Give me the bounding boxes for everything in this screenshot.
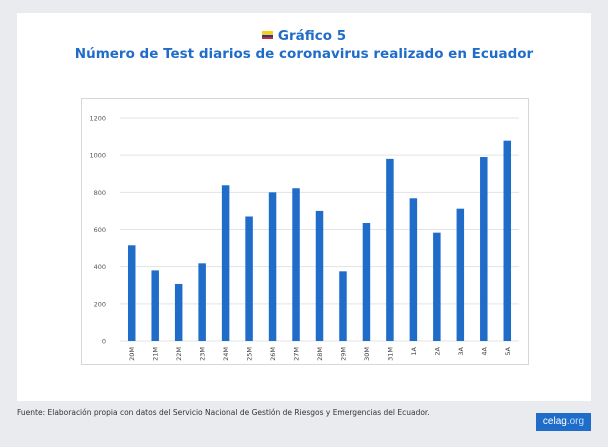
y-tick-label: 400 (94, 263, 106, 271)
x-tick-label: 22M (175, 347, 183, 361)
chart-number-title: Gráfico 5 (277, 28, 347, 44)
x-tick-label: 24M (222, 347, 230, 361)
x-tick-label: 2A (433, 346, 441, 355)
bar-1A (409, 198, 418, 341)
x-tick-label: 1A (410, 346, 418, 355)
y-tick-label: 800 (94, 189, 106, 197)
chart-subtitle: Número de Test diarios de coronavirus re… (74, 46, 534, 62)
chart-title-line: Gráfico 5 (17, 27, 591, 45)
bar-28M (315, 210, 324, 341)
bar-chart: 0 200 400 600 800 1000 1200 20M 21M 22M 23M 24M 25M 2… (89, 115, 519, 361)
bar-30M (362, 222, 371, 341)
y-tick-label: 1000 (89, 152, 106, 160)
source-note: Fuente: Elaboración propia con datos del… (17, 408, 430, 417)
x-tick-label: 5A (504, 346, 512, 355)
x-tick-label: 20M (128, 347, 136, 361)
x-tick-label: 30M (363, 347, 371, 361)
x-tick-label: 31M (386, 347, 394, 361)
x-tick-label: 29M (339, 347, 347, 361)
bar-21M (151, 270, 159, 341)
bar-31M (386, 158, 394, 341)
x-tick-label: 4A (480, 346, 488, 355)
logo-brand: celag (542, 416, 567, 427)
chart-area: 0 200 400 600 800 1000 1200 20M 21M 22M 23M 24M 25M 2… (81, 98, 529, 365)
x-tick-label: 3A (457, 346, 465, 355)
x-tick-label: 26M (269, 347, 277, 361)
bar-27M (292, 188, 300, 341)
y-tick-label: 1200 (89, 115, 106, 123)
bar-23M (198, 263, 206, 341)
bar-4A (480, 157, 488, 341)
logo-suffix: .org (566, 416, 585, 427)
bar-24M (221, 185, 230, 341)
celag-logo[interactable]: celag.org (536, 413, 591, 431)
y-tick-label: 200 (94, 300, 106, 308)
y-tick-label: 600 (94, 226, 106, 234)
x-tick-label: 27M (293, 347, 301, 361)
bar-26M (268, 192, 277, 341)
bar-5A (503, 140, 512, 341)
x-tick-label: 21M (152, 347, 160, 361)
x-tick-label: 28M (316, 347, 324, 361)
y-tick-label: 0 (102, 338, 106, 346)
bar-25M (245, 216, 253, 341)
bar-22M (174, 283, 183, 341)
x-tick-label: 23M (199, 347, 207, 361)
chart-card: Gráfico 5 Número de Test diarios de coro… (17, 13, 591, 401)
bar-20M (127, 245, 136, 341)
ecuador-flag-icon (261, 31, 273, 39)
bar-29M (339, 271, 347, 341)
bar-2A (433, 232, 441, 341)
bar-3A (456, 208, 465, 341)
x-tick-label: 25M (246, 347, 254, 361)
